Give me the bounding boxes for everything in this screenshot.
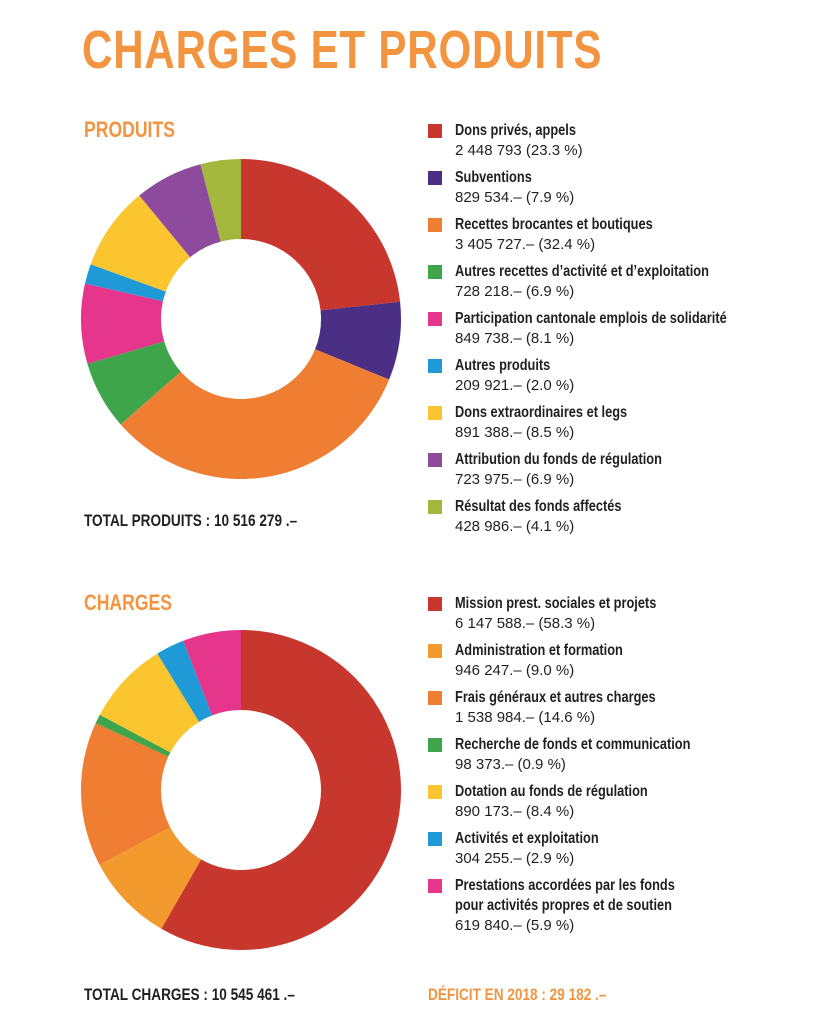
legend-label: Frais généraux et autres charges <box>455 689 656 706</box>
legend-swatch <box>428 500 442 514</box>
legend-item-attribution-du-fonds-de-regulation: Attribution du fonds de régulation 723 97… <box>428 450 808 490</box>
legend-item-recherche-de-fonds-et-communication: Recherche de fonds et communication 98 37… <box>428 735 808 775</box>
legend-item-autres-recettes-d-activite-et-d-exploita: Autres recettes d’activité et d’exploita… <box>428 262 808 302</box>
slice-autres-recettes-d-activite-et-d-exploita <box>87 341 181 425</box>
legend-label: Attribution du fonds de régulation <box>455 451 662 468</box>
legend-swatch <box>428 218 442 232</box>
legend-label: Subventions <box>455 169 532 186</box>
legend-item-dotation-au-fonds-de-regulation: Dotation au fonds de régulation 890 173.–… <box>428 782 808 822</box>
slice-activites-et-exploitation <box>157 640 213 722</box>
charges-section-title: CHARGES <box>84 590 173 615</box>
legend-swatch <box>428 879 442 893</box>
legend-label: Autres recettes d’activité et d’exploita… <box>455 263 709 280</box>
legend-swatch <box>428 785 442 799</box>
legend-value: 723 975.– (6.9 %) <box>455 471 575 488</box>
slice-dons-prives-appels <box>241 159 401 311</box>
legend-value: 2 448 793 (23.3 %) <box>455 142 583 159</box>
legend-value: 3 405 727.– (32.4 %) <box>455 236 596 253</box>
legend-label: Administration et formation <box>455 642 623 659</box>
legend-item-activites-et-exploitation: Activités et exploitation 304 255.– (2.9 … <box>428 829 808 869</box>
charges-total: TOTAL CHARGES : 10 545 461 .– <box>84 985 295 1004</box>
legend-item-mission-prest-sociales-et-projets: Mission prest. sociales et projets 6 147 … <box>428 594 808 634</box>
legend-swatch <box>428 171 442 185</box>
legend-label: Prestations accordées par les fonds <box>455 877 675 894</box>
legend-label: Recherche de fonds et communication <box>455 736 691 753</box>
slice-prestations-accordees-par-les-fonds-pour <box>183 630 241 716</box>
slice-resultat-des-fonds-affectes <box>200 159 241 242</box>
legend-label: Participation cantonale emplois de solid… <box>455 310 727 327</box>
legend-item-autres-produits: Autres produits 209 921.– (2.0 %) <box>428 356 808 396</box>
page-title: CHARGES ET PRODUITS <box>82 20 603 80</box>
legend-swatch <box>428 312 442 326</box>
legend-swatch <box>428 265 442 279</box>
legend-value: 6 147 588.– (58.3 %) <box>455 615 596 632</box>
legend-label: Activités et exploitation <box>455 830 599 847</box>
legend-label: Dotation au fonds de régulation <box>455 783 648 800</box>
legend-label: pour activités propres et de soutien <box>455 897 672 914</box>
legend-item-recettes-brocantes-et-boutiques: Recettes brocantes et boutiques 3 405 727… <box>428 215 808 255</box>
legend-item-dons-prives-appels: Dons privés, appels 2 448 793 (23.3 %) <box>428 121 808 161</box>
charges-legend: Mission prest. sociales et projets 6 147 … <box>428 594 808 943</box>
legend-value: 428 986.– (4.1 %) <box>455 518 575 535</box>
legend-item-subventions: Subventions 829 534.– (7.9 %) <box>428 168 808 208</box>
slice-dons-extraordinaires-et-legs <box>90 195 191 292</box>
slice-recettes-brocantes-et-boutiques <box>120 349 390 480</box>
legend-swatch <box>428 597 442 611</box>
slice-mission-prest-sociales-et-projets <box>161 630 401 950</box>
slice-recherche-de-fonds-et-communication <box>95 714 171 757</box>
legend-label: Autres produits <box>455 357 551 374</box>
legend-item-administration-et-formation: Administration et formation 946 247.– (9.… <box>428 641 808 681</box>
legend-value: 829 534.– (7.9 %) <box>455 189 575 206</box>
legend-label: Mission prest. sociales et projets <box>455 595 657 612</box>
produits-section-title: PRODUITS <box>84 117 175 142</box>
legend-value: 1 538 984.– (14.6 %) <box>455 709 596 726</box>
legend-swatch <box>428 453 442 467</box>
legend-label: Recettes brocantes et boutiques <box>455 216 653 233</box>
legend-value: 619 840.– (5.9 %) <box>455 917 575 934</box>
legend-item-frais-generaux-et-autres-charges: Frais généraux et autres charges 1 538 98… <box>428 688 808 728</box>
legend-value: 890 173.– (8.4 %) <box>455 803 575 820</box>
legend-item-dons-extraordinaires-et-legs: Dons extraordinaires et legs 891 388.– (8… <box>428 403 808 443</box>
legend-swatch <box>428 644 442 658</box>
produits-total: TOTAL PRODUITS : 10 516 279 .– <box>84 511 298 530</box>
produits-donut-chart <box>80 159 401 480</box>
slice-participation-cantonale-emplois-de-solid <box>80 283 165 364</box>
legend-swatch <box>428 124 442 138</box>
slice-frais-generaux-et-autres-charges <box>80 723 171 865</box>
charges-donut-chart <box>80 630 401 950</box>
legend-swatch <box>428 406 442 420</box>
produits-legend: Dons privés, appels 2 448 793 (23.3 %) Sub… <box>428 121 808 544</box>
legend-label: Résultat des fonds affectés <box>455 498 622 515</box>
deficit-note: DÉFICIT EN 2018 : 29 182 .– <box>428 985 607 1004</box>
legend-value: 98 373.– (0.9 %) <box>455 756 566 773</box>
slice-autres-produits <box>84 264 166 302</box>
legend-value: 304 255.– (2.9 %) <box>455 850 575 867</box>
legend-label: Dons privés, appels <box>455 122 576 139</box>
legend-swatch <box>428 738 442 752</box>
legend-value: 891 388.– (8.5 %) <box>455 424 575 441</box>
legend-value: 209 921.– (2.0 %) <box>455 377 575 394</box>
legend-item-prestations-accordees-par-les-fonds-pour: Prestations accordées par les fonds pour … <box>428 876 808 936</box>
slice-attribution-du-fonds-de-regulation <box>139 164 221 258</box>
legend-item-resultat-des-fonds-affectes: Résultat des fonds affectés 428 986.– (4.… <box>428 497 808 537</box>
slice-dotation-au-fonds-de-regulation <box>99 653 200 753</box>
legend-label: Dons extraordinaires et legs <box>455 404 628 421</box>
legend-swatch <box>428 691 442 705</box>
legend-item-participation-cantonale-emplois-de-solid: Participation cantonale emplois de solid… <box>428 309 808 349</box>
slice-administration-et-formation <box>99 827 202 929</box>
legend-value: 849 738.– (8.1 %) <box>455 330 575 347</box>
legend-swatch <box>428 359 442 373</box>
legend-value: 946 247.– (9.0 %) <box>455 662 575 679</box>
legend-swatch <box>428 832 442 846</box>
slice-subventions <box>315 301 401 380</box>
legend-value: 728 218.– (6.9 %) <box>455 283 575 300</box>
